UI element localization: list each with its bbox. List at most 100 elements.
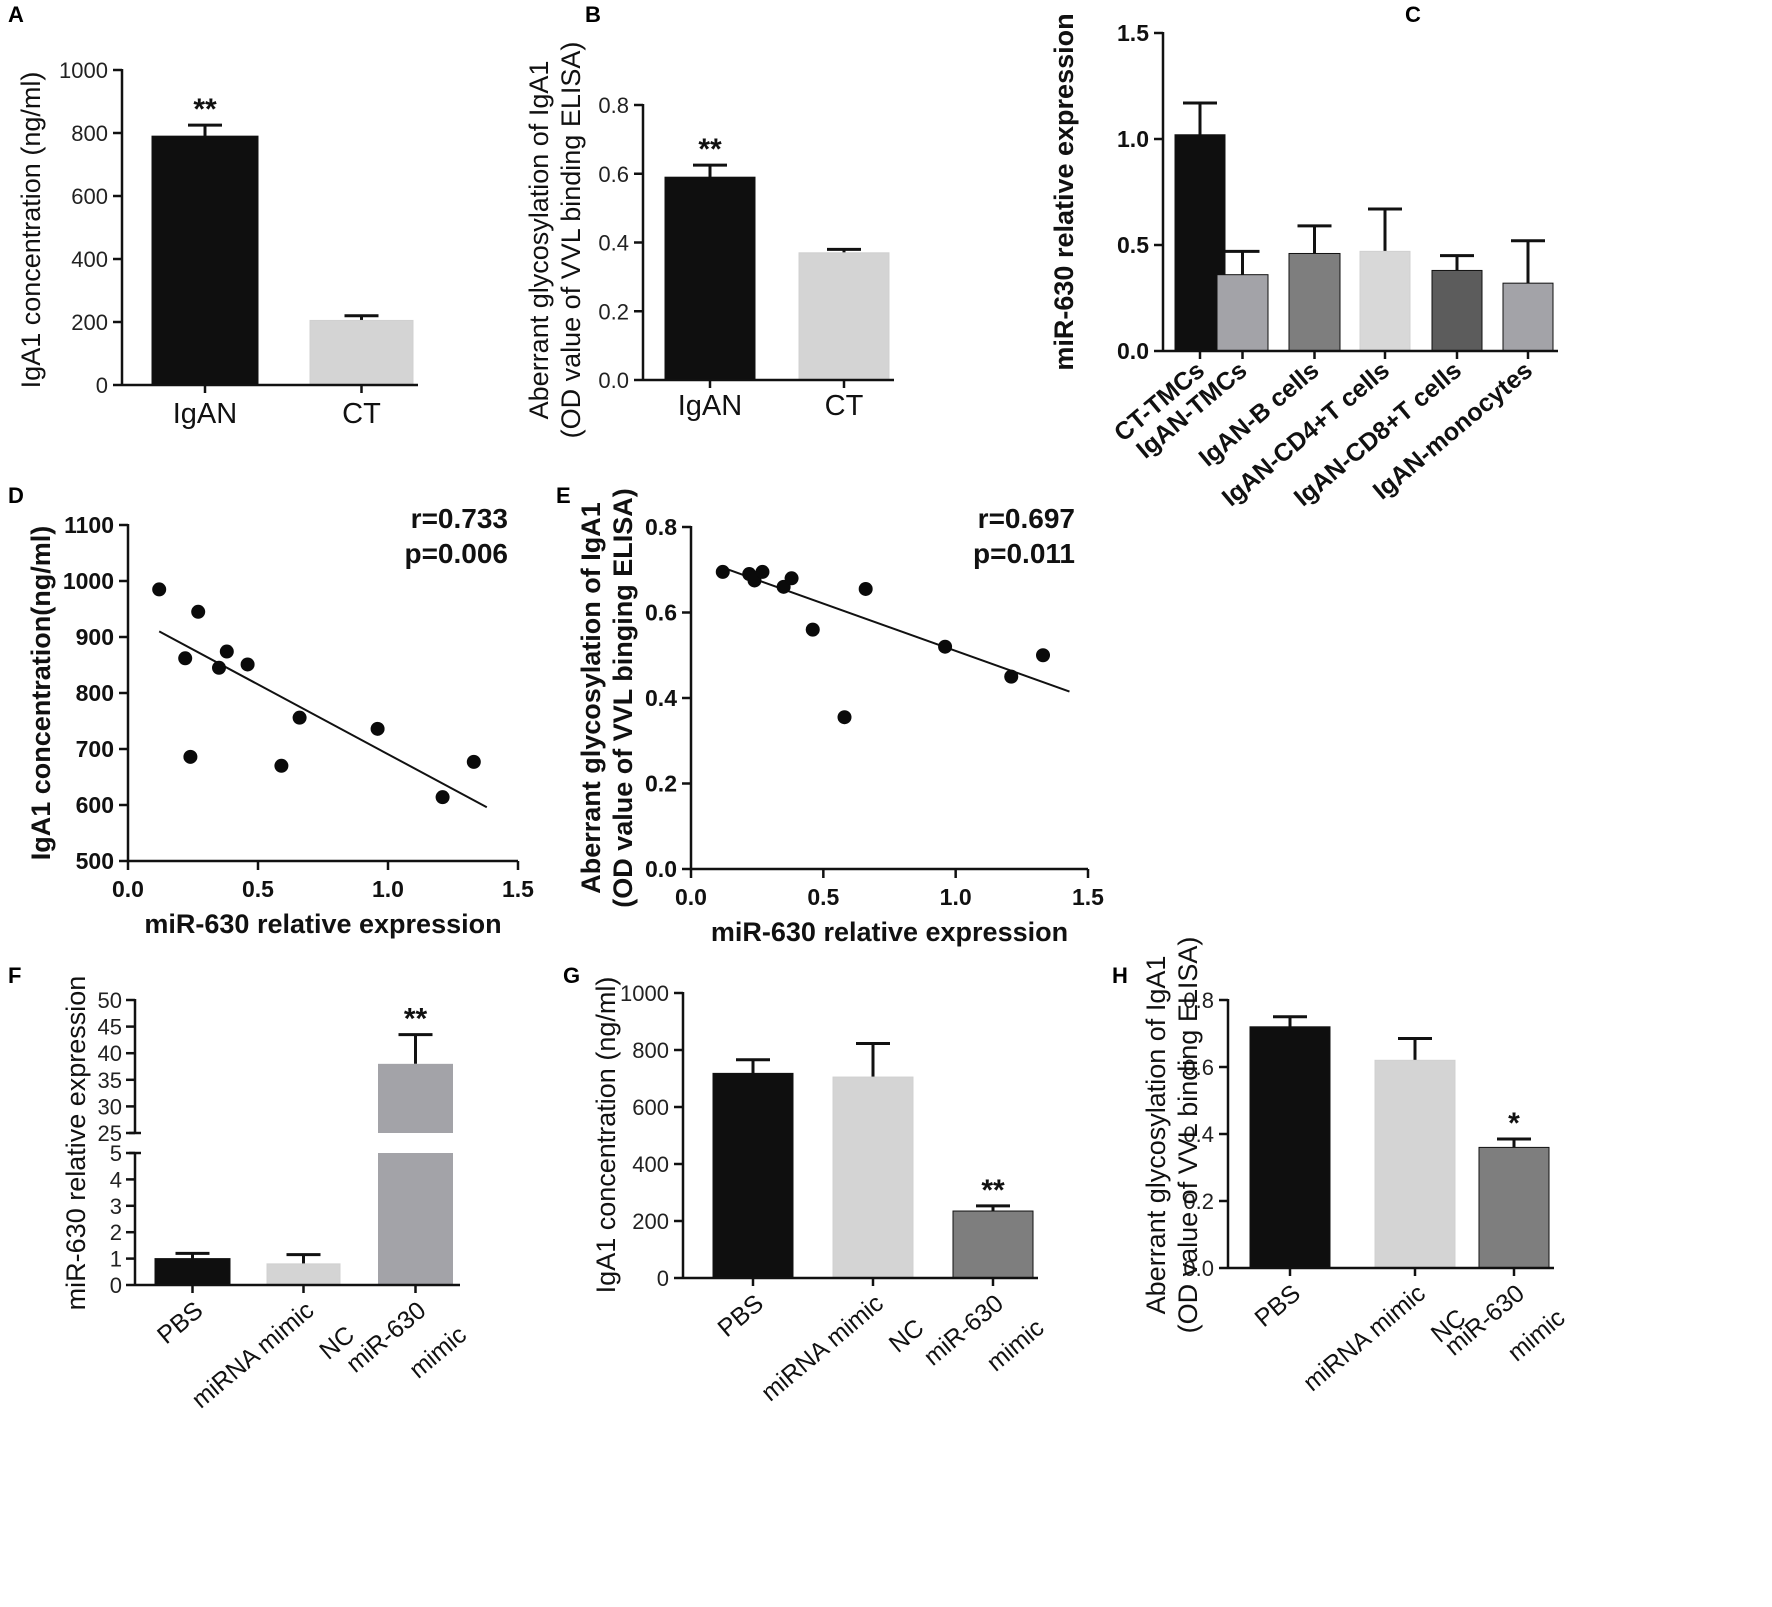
b-y-tick-label: 0.8 xyxy=(598,93,629,118)
c-y-tick-label: 0.5 xyxy=(1117,232,1149,258)
h-y-tick-label: 0.6 xyxy=(1183,1055,1214,1080)
g-y-tick-label: 800 xyxy=(632,1038,669,1063)
e-y-tick-label: 0.6 xyxy=(645,600,677,626)
e-data-point xyxy=(858,581,873,596)
a-y-axis-label: IgA1 concentration (ng/ml) xyxy=(16,72,46,389)
c-y-tick-label: 0.0 xyxy=(1117,338,1149,364)
d-data-point xyxy=(212,660,226,675)
e-data-point xyxy=(1036,648,1051,663)
f-bar-upper xyxy=(378,1063,453,1133)
f-x-category-label: PBS xyxy=(152,1296,208,1350)
g-y-tick-label: 400 xyxy=(632,1152,669,1177)
e-y-axis-label: Aberrant glycosylation of IgA1 xyxy=(576,502,606,894)
e-data-point xyxy=(784,571,799,586)
e-data-point xyxy=(755,564,770,579)
b-y-axis-label: Aberrant glycosylation of IgA1 xyxy=(524,61,554,420)
e-y-tick-label: 0.2 xyxy=(645,771,677,797)
c-bar xyxy=(1288,252,1341,352)
panel-label-e: E xyxy=(556,483,571,508)
d-x-tick-label: 1.5 xyxy=(502,876,534,902)
panel-h: 0.0 0.2 0.4 0.6 0.8 * Aberrant glycosylation o… xyxy=(1141,937,1570,1397)
e-x-axis-label: miR-630 relative expression xyxy=(711,917,1068,947)
d-x-axis-label: miR-630 relative expression xyxy=(144,909,501,939)
b-significance-label: ** xyxy=(698,133,722,166)
f-bar xyxy=(266,1263,341,1286)
d-data-point xyxy=(183,749,198,764)
h-y-tick-label: 0.4 xyxy=(1183,1122,1214,1147)
d-y-tick-label: 1100 xyxy=(64,512,114,538)
f-y-tick-label: 0 xyxy=(110,1273,122,1298)
h-x-category-label: miRNA mimic xyxy=(1298,1279,1431,1397)
e-data-point xyxy=(837,710,852,725)
f-bar xyxy=(154,1258,231,1286)
d-data-point xyxy=(178,651,193,666)
a-y-tick-label: 0 xyxy=(96,373,108,398)
e-regression-line xyxy=(722,566,1070,693)
g-y-axis-label: IgA1 concentration (ng/ml) xyxy=(591,977,621,1294)
c-y-axis-label: miR-630 relative expression xyxy=(1049,13,1079,370)
e-data-point xyxy=(805,622,820,637)
a-x-category-label: CT xyxy=(342,398,381,430)
h-bar xyxy=(1478,1146,1550,1269)
e-x-tick-label: 1.5 xyxy=(1072,884,1104,910)
a-y-tick-label: 600 xyxy=(71,184,108,209)
h-y-tick-label: 0.2 xyxy=(1183,1189,1214,1214)
f-y-tick-label: 5 xyxy=(110,1141,122,1166)
d-data-point xyxy=(466,754,481,769)
panel-label-d: D xyxy=(8,483,24,508)
d-y-tick-label: 1000 xyxy=(63,568,114,594)
e-y-tick-label: 0.0 xyxy=(645,856,677,882)
e-x-tick-label: 0.0 xyxy=(675,884,707,910)
f-x-category-label: miRNA mimic xyxy=(186,1296,319,1414)
a-y-tick-label: 400 xyxy=(71,247,108,272)
a-y-tick-label: 800 xyxy=(71,121,108,146)
f-y-tick-label: 2 xyxy=(110,1220,122,1245)
g-bar xyxy=(832,1076,914,1279)
d-x-tick-label: 0.5 xyxy=(242,876,274,902)
f-y-tick-label: 30 xyxy=(98,1094,122,1119)
g-x-category-label: PBS xyxy=(713,1289,769,1343)
f-y-axis-label: miR-630 relative expression xyxy=(61,976,91,1311)
d-data-point xyxy=(370,721,385,736)
b-x-category-label: CT xyxy=(825,390,864,422)
f-y-tick-label: 50 xyxy=(98,988,122,1013)
e-y-tick-label: 0.4 xyxy=(645,685,677,711)
g-x-category-label: miRNA mimic xyxy=(756,1289,889,1407)
b-y-axis-label: (OD value of VVL binding ELISA) xyxy=(556,42,586,439)
f-y-tick-label: 40 xyxy=(98,1041,122,1066)
d-data-point xyxy=(274,758,289,773)
f-significance-label: ** xyxy=(404,1003,428,1036)
h-y-axis-label: (OD value of VVL binding ELISA) xyxy=(1173,937,1203,1334)
a-bar xyxy=(309,319,414,386)
d-data-point xyxy=(219,644,234,659)
c-y-tick-label: 1.5 xyxy=(1117,20,1149,46)
d-regression-line xyxy=(158,630,488,809)
d-data-point xyxy=(191,604,206,619)
g-y-tick-label: 200 xyxy=(632,1209,669,1234)
a-significance-label: ** xyxy=(193,93,217,126)
b-y-tick-label: 0.0 xyxy=(598,368,629,393)
c-y-tick-label: 1.0 xyxy=(1117,126,1149,152)
h-bar xyxy=(1249,1026,1331,1269)
d-data-point xyxy=(292,710,307,725)
h-y-tick-label: 0.8 xyxy=(1183,988,1214,1013)
d-data-point xyxy=(240,657,255,672)
g-y-tick-label: 0 xyxy=(657,1266,669,1291)
d-y-axis-label: IgA1 concentration(ng/ml) xyxy=(26,526,56,861)
h-y-axis-label: Aberrant glycosylation of IgA1 xyxy=(1141,956,1171,1315)
b-bar xyxy=(798,252,890,381)
e-x-tick-label: 1.0 xyxy=(940,884,972,910)
d-data-point xyxy=(152,582,167,597)
panel-b: 0.0 0.2 0.4 0.6 0.8 ** Aberrant glycosylation … xyxy=(524,42,894,439)
b-y-tick-label: 0.2 xyxy=(598,299,629,324)
d-x-tick-label: 1.0 xyxy=(372,876,404,902)
e-y-tick-label: 0.8 xyxy=(645,514,677,540)
h-y-tick-label: 0.0 xyxy=(1183,1256,1214,1281)
f-bar-lower xyxy=(378,1153,453,1285)
a-y-tick-label: 200 xyxy=(71,310,108,335)
panel-a: 0 200 400 600 800 1000 ** IgA1 concentration (n… xyxy=(16,58,418,430)
d-data-point xyxy=(435,790,450,805)
